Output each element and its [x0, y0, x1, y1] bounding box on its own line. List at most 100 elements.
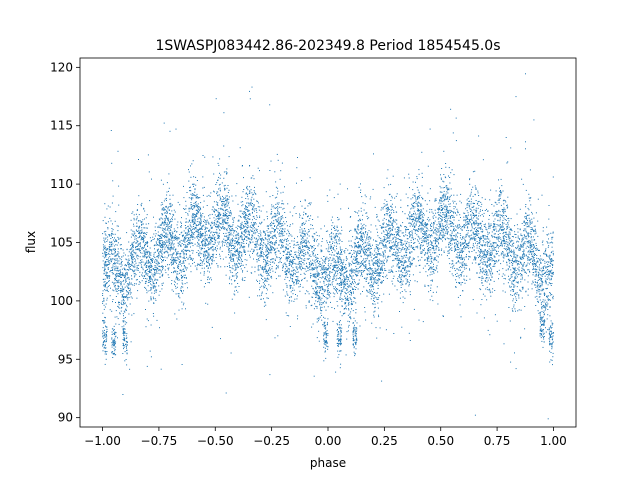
data-point: [525, 148, 526, 150]
data-point: [171, 280, 173, 281]
data-point: [128, 267, 130, 269]
data-point: [204, 241, 206, 243]
data-point: [391, 212, 392, 214]
data-point: [234, 245, 236, 247]
data-point: [267, 247, 269, 249]
data-point: [162, 236, 164, 237]
data-point: [355, 244, 357, 246]
data-point: [377, 251, 379, 253]
data-point: [471, 224, 472, 226]
data-point: [209, 236, 211, 238]
data-point: [329, 271, 331, 273]
data-point: [430, 271, 432, 273]
data-point: [372, 272, 374, 274]
data-point: [356, 274, 358, 276]
data-point: [430, 241, 432, 243]
data-point: [466, 204, 468, 206]
data-point: [498, 241, 500, 242]
data-point: [315, 272, 317, 274]
data-point: [268, 241, 270, 243]
data-point: [536, 282, 538, 284]
data-point: [349, 280, 351, 282]
data-point: [315, 264, 317, 266]
data-point: [392, 238, 394, 240]
data-point: [409, 232, 410, 234]
data-point: [235, 286, 237, 288]
data-point: [521, 276, 523, 278]
data-point: [184, 241, 186, 243]
data-point: [349, 269, 351, 271]
data-point: [286, 291, 288, 293]
data-point: [201, 233, 202, 235]
data-point: [451, 169, 453, 171]
data-point: [152, 286, 154, 288]
data-point: [333, 270, 335, 272]
data-point: [134, 264, 136, 266]
data-point: [269, 234, 271, 236]
data-point: [105, 249, 107, 251]
data-point: [420, 237, 422, 239]
data-point: [107, 267, 109, 269]
data-point: [552, 252, 554, 254]
data-point: [421, 185, 423, 187]
data-point: [222, 215, 224, 217]
data-point: [471, 218, 473, 220]
data-point: [428, 269, 429, 271]
data-point: [375, 252, 377, 254]
data-point: [427, 165, 429, 167]
data-point: [350, 264, 352, 266]
data-point: [471, 251, 473, 252]
data-point: [509, 237, 511, 239]
data-point: [463, 219, 465, 221]
data-point: [189, 208, 191, 210]
data-point: [527, 222, 529, 224]
data-point: [385, 270, 387, 271]
data-point: [460, 217, 461, 218]
data-point: [184, 208, 186, 210]
data-point: [319, 263, 321, 265]
data-point: [360, 231, 361, 233]
data-point: [490, 225, 492, 226]
data-point: [217, 234, 219, 236]
data-point: [194, 243, 196, 245]
data-point: [171, 257, 173, 259]
data-point: [435, 266, 437, 268]
data-point: [352, 291, 354, 293]
data-point: [227, 232, 229, 234]
data-point: [173, 236, 175, 238]
data-point: [146, 251, 148, 253]
data-point: [521, 256, 523, 258]
data-point: [281, 239, 283, 241]
data-point: [427, 275, 429, 277]
data-point: [288, 272, 290, 274]
data-point: [111, 310, 113, 312]
data-point: [129, 293, 131, 295]
data-point: [219, 183, 221, 185]
data-point: [257, 167, 259, 169]
data-point: [258, 236, 260, 238]
data-point: [299, 226, 301, 228]
data-point: [352, 258, 354, 260]
data-point: [209, 254, 211, 256]
data-point: [350, 311, 352, 313]
data-point: [317, 286, 319, 288]
data-point: [111, 244, 112, 245]
data-point: [389, 228, 391, 230]
data-point: [503, 207, 505, 209]
data-point: [196, 230, 198, 232]
data-point: [279, 178, 281, 180]
data-point: [149, 276, 151, 278]
data-point: [284, 223, 286, 225]
data-point: [533, 230, 534, 232]
data-point: [182, 304, 184, 306]
data-point: [355, 211, 357, 213]
data-point: [179, 253, 181, 255]
data-point: [287, 248, 289, 250]
data-point: [241, 242, 243, 244]
data-point: [498, 278, 499, 280]
data-point: [235, 234, 237, 236]
data-point: [311, 267, 313, 269]
data-point: [418, 265, 420, 266]
data-point: [220, 214, 221, 216]
data-point: [531, 241, 533, 243]
